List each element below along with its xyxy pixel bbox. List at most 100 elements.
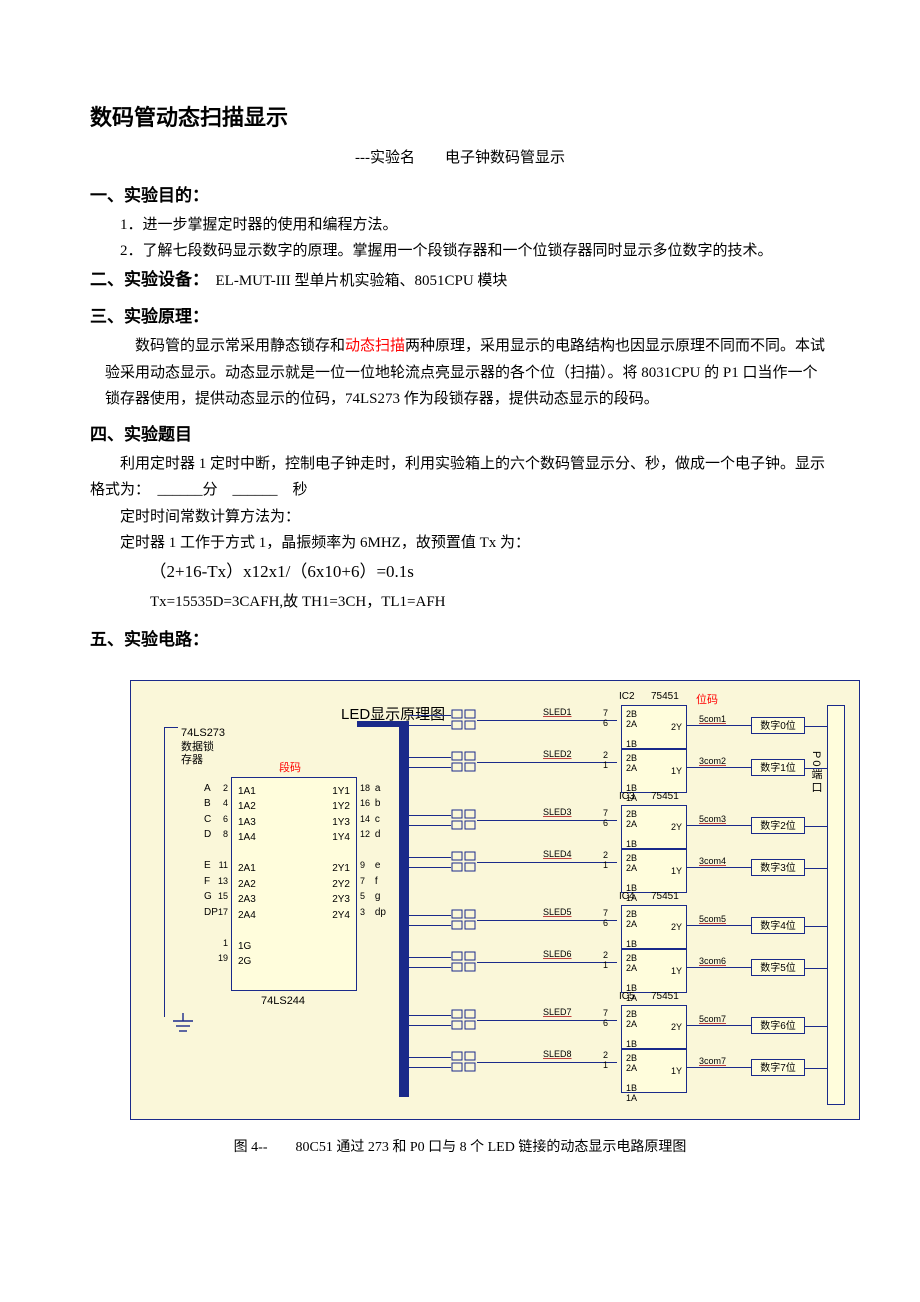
seg-label: 段码 [279,759,301,775]
sec1-heading: 一、实验目的： [90,181,830,206]
sled-pins: 2 1 [603,950,608,970]
ic-label: IC5 [619,991,635,1002]
sled-label: SLED7 [543,1007,572,1017]
wire [409,915,451,916]
wire [409,857,451,858]
sec4-p3: 定时器 1 工作于方式 1，晶振频率为 6MHZ，故预置值 Tx 为： [90,530,830,556]
led-icon [451,909,477,929]
led-icon [451,851,477,871]
chip-right-nums: 18161412 9753 [360,781,374,967]
wire [805,1068,829,1069]
com-label: 3com7 [699,1056,726,1066]
ic-num: 75451 [651,991,679,1002]
wire [805,926,829,927]
sled-pins: 7 6 [603,808,608,828]
wire [687,767,751,768]
wire [409,767,451,768]
ic-chip: 2B 2A 1B 1A 2Y [621,1005,687,1049]
wire [409,715,451,716]
wire [409,925,451,926]
sec2-heading: 二、实验设备： [90,270,201,289]
ic-chip: 2B 2A 1B 1A 2Y [621,805,687,849]
wire [409,815,451,816]
ic-chip: 2B 2A 1B 1A 2Y [621,705,687,749]
wire [805,1026,829,1027]
chip-right-seg: abcd efgdp [375,781,386,967]
wire [409,757,451,758]
com-label: 5com1 [699,714,726,724]
wire [409,1057,451,1058]
sec3-a: 数码管的显示常采用静态锁存和 [135,338,345,354]
com-label: 3com6 [699,956,726,966]
sled-label: SLED5 [543,907,572,917]
wire [477,862,617,863]
sec4-f1: （2+16-Tx）x12x1/（6x10+6）=0.1s [90,556,830,588]
wire [477,1062,617,1063]
ic-label: IC3 [619,791,635,802]
sec2-rest: EL-MUT-III 型单片机实验箱、8051CPU 模块 [201,273,508,289]
wire [477,920,617,921]
figure-caption: 图 4-- 80C51 通过 273 和 P0 口与 8 个 LED 链接的动态… [90,1136,830,1156]
wire [805,726,829,727]
wire [164,727,178,728]
wire [687,967,751,968]
com-label: 3com2 [699,756,726,766]
ic-chip: 2B 2A 1B 1A 1Y [621,949,687,993]
chip-right-pins: 1Y11Y21Y31Y4 2Y12Y22Y32Y4 [332,784,350,970]
com-label: 5com3 [699,814,726,824]
wire [409,725,451,726]
wire [687,867,751,868]
ic-chip: 2B 2A 1B 1A 1Y [621,849,687,893]
sec3-para: 数码管的显示常采用静态锁存和动态扫描两种原理，采用显示的电路结构也因显示原理不同… [90,333,830,412]
ic-chip: 2B 2A 1B 1A 2Y [621,905,687,949]
digit-box: 数字1位 [751,759,805,776]
wire [409,957,451,958]
sec3-heading: 三、实验原理： [90,302,830,327]
digit-box: 数字5位 [751,959,805,976]
latch-label: 74LS273 数据锁 存器 [181,727,225,768]
digit-box: 数字0位 [751,717,805,734]
digit-box: 数字6位 [751,1017,805,1034]
ic-num: 75451 [651,691,679,702]
com-label: 3com4 [699,856,726,866]
sled-label: SLED3 [543,807,572,817]
led-icon [451,751,477,771]
ic-num: 75451 [651,891,679,902]
sec4-p2: 定时时间常数计算方法为： [90,504,830,530]
com-label: 5com7 [699,1014,726,1024]
ic-label: IC4 [619,891,635,902]
circuit-diagram: LED显示原理图 74LS273 数据锁 存器 段码 位码 ABCD EFGDP… [130,680,860,1120]
sec5-heading: 五、实验电路： [90,625,830,650]
wire [409,867,451,868]
chip-name: 74LS244 [261,995,305,1007]
sled-pins: 7 6 [603,708,608,728]
sec1-p2: 2．了解七段数码显示数字的原理。掌握用一个段锁存器和一个位锁存器同时显示多位数字… [90,238,830,264]
wire [477,720,617,721]
p0-port-box [827,705,845,1105]
sled-pins: 2 1 [603,1050,608,1070]
wire [477,820,617,821]
subtitle: ---实验名 电子钟数码管显示 [90,146,830,167]
sec3-red: 动态扫描 [345,338,405,354]
sec4-p1: 利用定时器 1 定时中断，控制电子钟走时，利用实验箱上的六个数码管显示分、秒，做… [90,451,830,504]
chip-left-pins: 1A11A21A31A4 2A12A22A32A4 1G2G [238,784,256,970]
sled-pins: 7 6 [603,908,608,928]
sled-label: SLED6 [543,949,572,959]
digit-box: 数字3位 [751,859,805,876]
sec1-p1: 1．进一步掌握定时器的使用和编程方法。 [90,212,830,238]
led-icon [451,809,477,829]
ground-icon [171,1013,195,1037]
led-icon [451,1009,477,1029]
sec4-heading: 四、实验题目 [90,420,830,445]
digit-box: 数字4位 [751,917,805,934]
wire [409,1067,451,1068]
chip-abcd: ABCD EFGDP [204,781,218,967]
sled-pins: 2 1 [603,750,608,770]
sled-pins: 2 1 [603,850,608,870]
led-icon [451,951,477,971]
wire [805,868,829,869]
page-title: 数码管动态扫描显示 [90,100,830,132]
wire [477,762,617,763]
wire [409,825,451,826]
wire [164,727,165,1017]
